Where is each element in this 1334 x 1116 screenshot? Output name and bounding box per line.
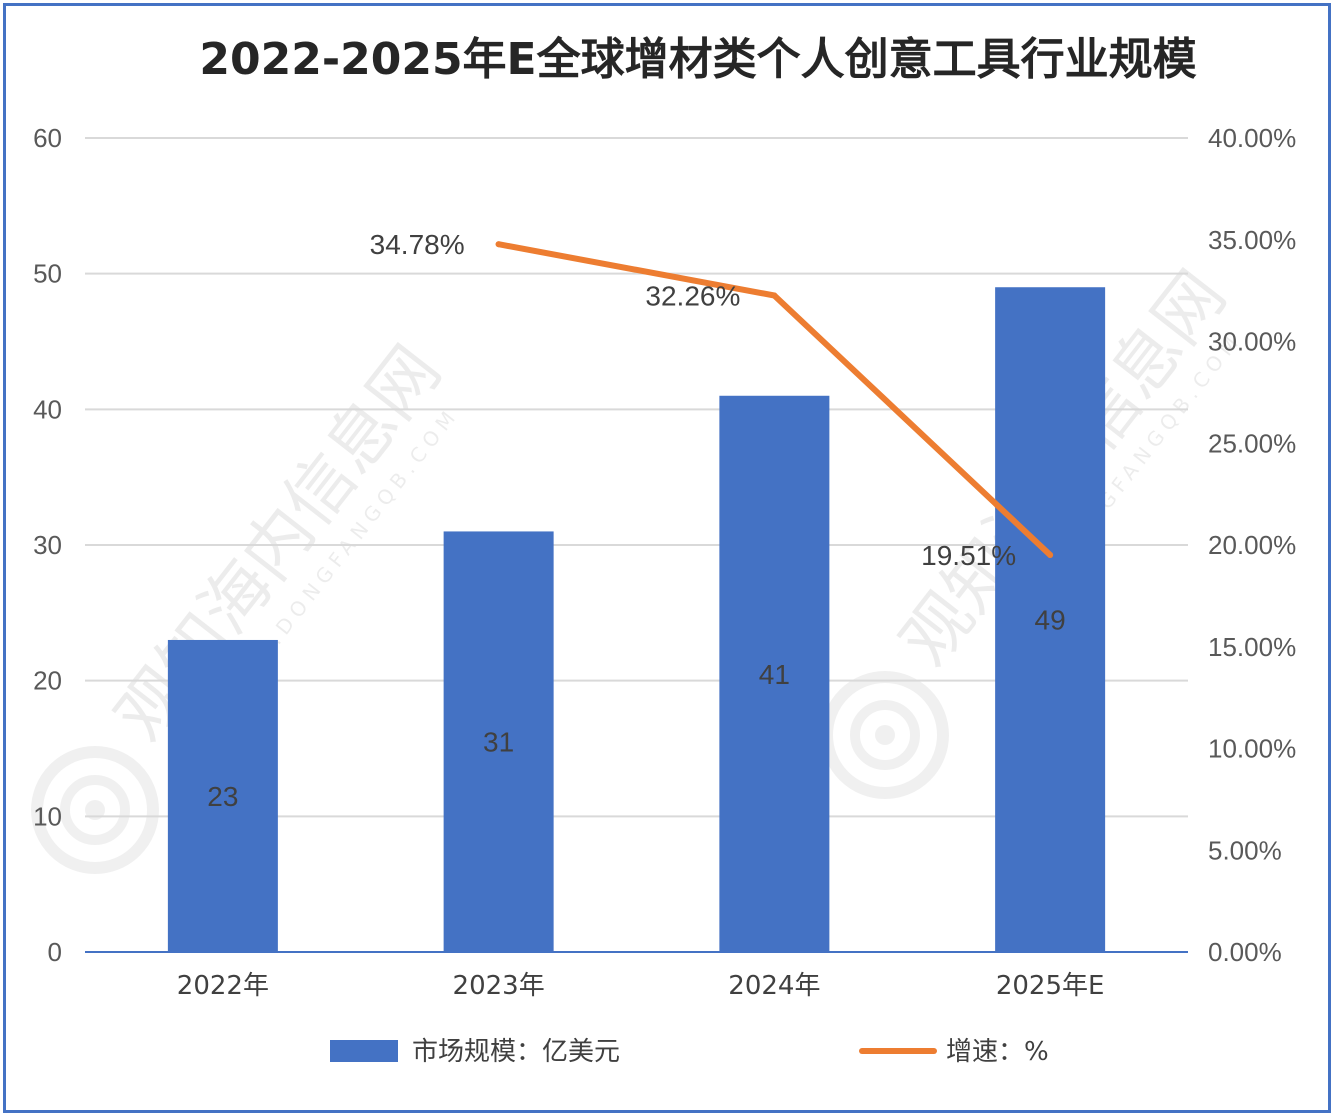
legend-line-label: 增速：%	[946, 1037, 1049, 1067]
line-value-label: 19.51%	[921, 540, 1016, 571]
x-tick-label: 2023年	[453, 971, 545, 1001]
bar-value-label: 49	[1035, 605, 1066, 636]
y-tick-label: 20	[33, 666, 62, 696]
line-point	[495, 241, 502, 248]
bar-series: 23 31 41 49	[167, 287, 1106, 952]
bar	[995, 287, 1106, 952]
y2-tick-label: 30.00%	[1208, 327, 1296, 357]
bar-value-label: 23	[207, 781, 238, 812]
line-value-label: 32.26%	[645, 281, 740, 312]
y-tick-label: 30	[33, 530, 62, 560]
y-tick-label: 60	[33, 123, 62, 153]
legend: 市场规模：亿美元 增速：%	[330, 1037, 1049, 1067]
legend-bar-label: 市场规模：亿美元	[412, 1037, 620, 1067]
bar-value-label: 41	[759, 659, 790, 690]
y2-tick-label: 10.00%	[1208, 734, 1296, 764]
watermark-text-left: 观知海内信息网	[101, 332, 456, 756]
x-tick-label: 2022年	[177, 971, 269, 1001]
y2-tick-label: 15.00%	[1208, 632, 1296, 662]
y-tick-label: 40	[33, 394, 62, 424]
bar	[443, 531, 554, 952]
y2-tick-label: 25.00%	[1208, 428, 1296, 458]
y2-tick-label: 5.00%	[1208, 835, 1282, 865]
bar-value-label: 31	[483, 727, 514, 758]
line-value-label: 34.78%	[370, 229, 465, 260]
y-axis-left: 0 10 20 30 40 50 60	[33, 123, 62, 967]
y2-tick-label: 35.00%	[1208, 225, 1296, 255]
x-tick-label: 2024年	[728, 971, 820, 1001]
y-axis-right: 0.00% 5.00% 10.00% 15.00% 20.00% 25.00% 30.00%…	[1208, 123, 1296, 967]
legend-bar-swatch	[330, 1040, 398, 1062]
y-tick-label: 0	[48, 937, 62, 967]
line-series: 34.78% 32.26% 19.51%	[370, 229, 1054, 571]
y-tick-label: 50	[33, 259, 62, 289]
line-point	[1047, 551, 1054, 558]
y-tick-label: 10	[33, 801, 62, 831]
x-tick-label: 2025年E	[996, 971, 1105, 1001]
line-point	[771, 292, 778, 299]
chart-title: 2022-2025年E全球增材类个人创意工具行业规模	[199, 34, 1196, 85]
y2-tick-label: 40.00%	[1208, 123, 1296, 153]
bar	[167, 639, 278, 952]
y2-tick-label: 0.00%	[1208, 937, 1282, 967]
x-axis-labels: 2022年 2023年 2024年 2025年E	[177, 971, 1105, 1001]
y2-tick-label: 20.00%	[1208, 530, 1296, 560]
bar	[719, 395, 830, 952]
